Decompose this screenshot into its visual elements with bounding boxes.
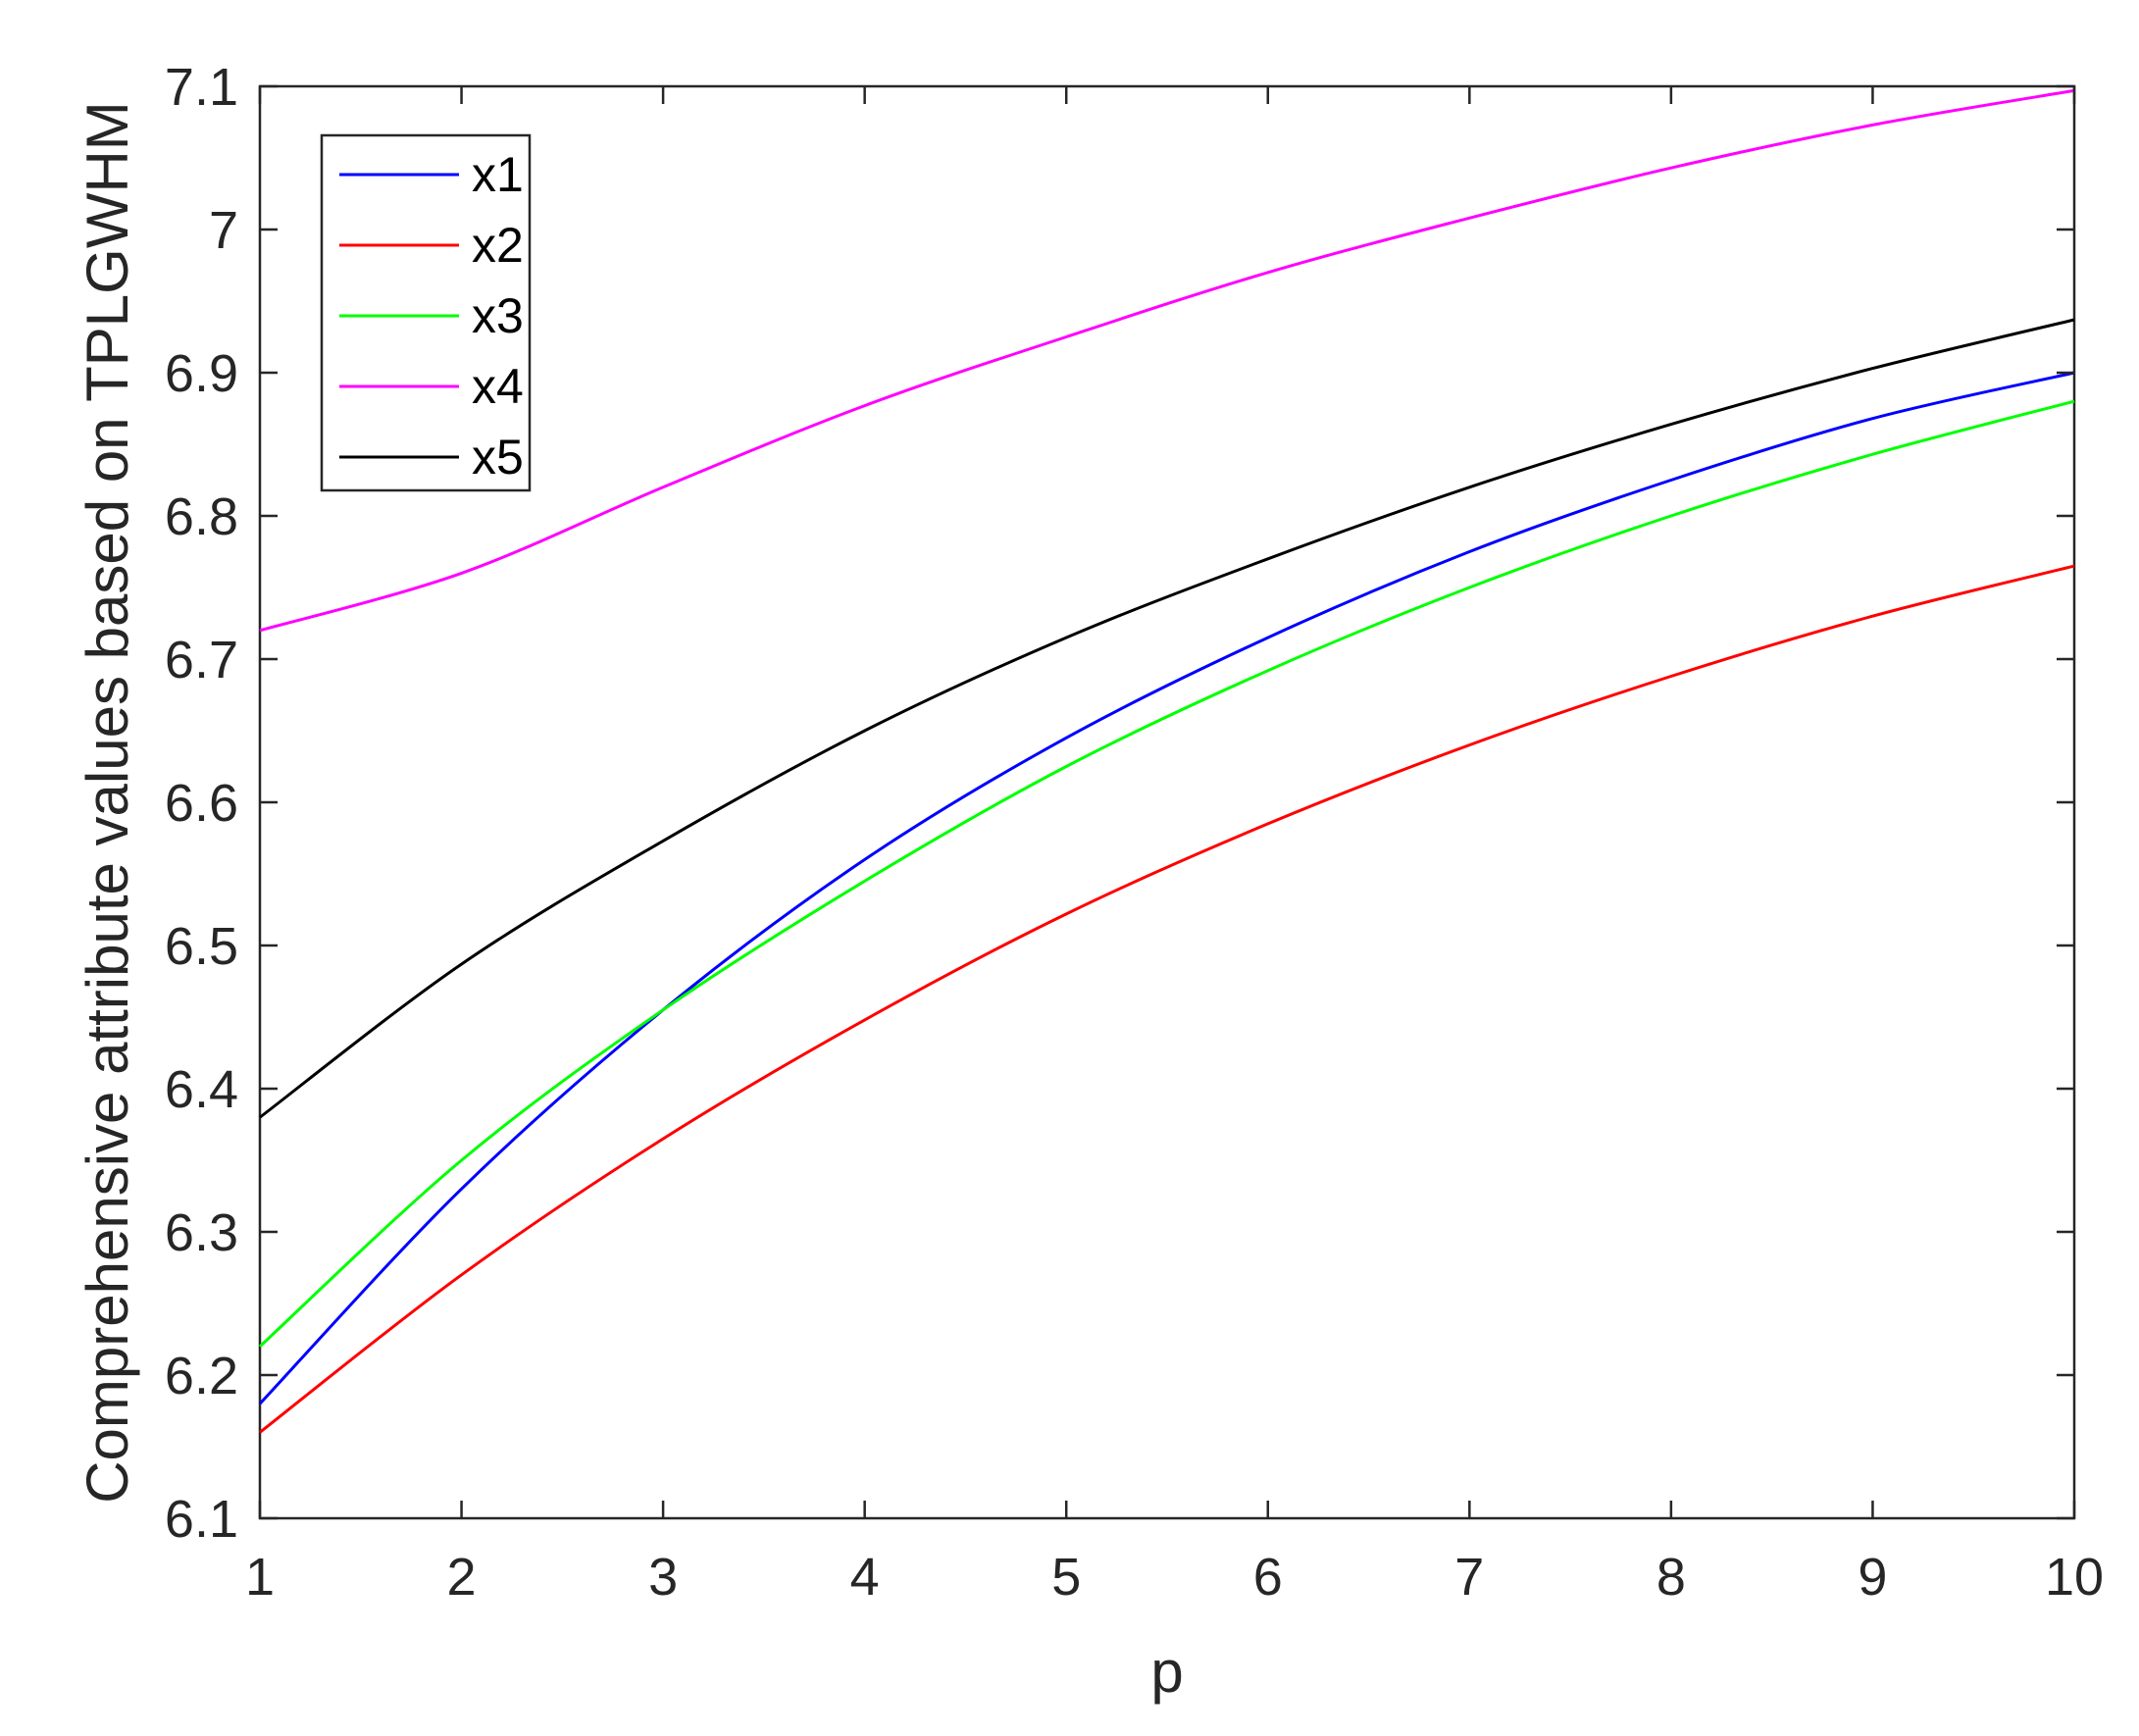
x-tick-label: 3 [648,1548,678,1607]
legend-label-x3: x3 [472,288,524,343]
series-line-x5 [259,318,2075,1119]
y-tick-label: 6.6 [165,774,238,833]
x-tick-label: 1 [245,1548,275,1607]
x-tick-label: 2 [447,1548,477,1607]
series-line-x1 [258,371,2075,1405]
x-tick-label: 4 [850,1548,880,1607]
legend-label-x2: x2 [472,218,524,273]
y-axis-label: Comprehensive attribute values based on … [75,101,140,1504]
y-tick-label: 6.5 [165,917,238,976]
series-line-x3 [258,399,2075,1348]
y-tick-label: 6.4 [165,1060,238,1119]
y-tick-label: 6.1 [165,1490,238,1549]
y-tick-label: 6.9 [165,344,238,403]
y-tick-label: 7.1 [165,58,238,117]
y-tick-label: 6.2 [165,1347,238,1405]
x-axis-label: p [1150,1639,1183,1705]
plot-area [258,84,2076,1520]
series-line-x2 [259,564,2075,1434]
x-tick-label: 9 [1858,1548,1887,1607]
ticks-layer: 1 2 3 4 5 6 7 8 9 10 6.1 6.2 6.3 6.4 6.5 6.6 6.7 6.8 6.9 7 7… [165,58,2104,1607]
legend-label-x4: x4 [472,359,524,414]
legend: x1 x2 x3 x4 x5 [320,133,532,492]
y-tick-label: 6.7 [165,631,238,689]
x-tick-label: 8 [1656,1548,1686,1607]
x-tick-label: 10 [2045,1548,2104,1607]
series-line-x4 [259,88,2075,633]
plot-frame [258,84,2076,1520]
x-tick-label: 5 [1051,1548,1081,1607]
y-tick-label: 7 [209,201,238,260]
legend-box [320,133,532,492]
legend-label-x1: x1 [472,147,524,202]
legend-label-x5: x5 [472,430,524,485]
y-tick-label: 6.3 [165,1203,238,1262]
series-layer [258,88,2075,1434]
x-tick-label: 7 [1454,1548,1484,1607]
y-tick-label: 6.8 [165,487,238,546]
x-tick-label: 6 [1253,1548,1283,1607]
